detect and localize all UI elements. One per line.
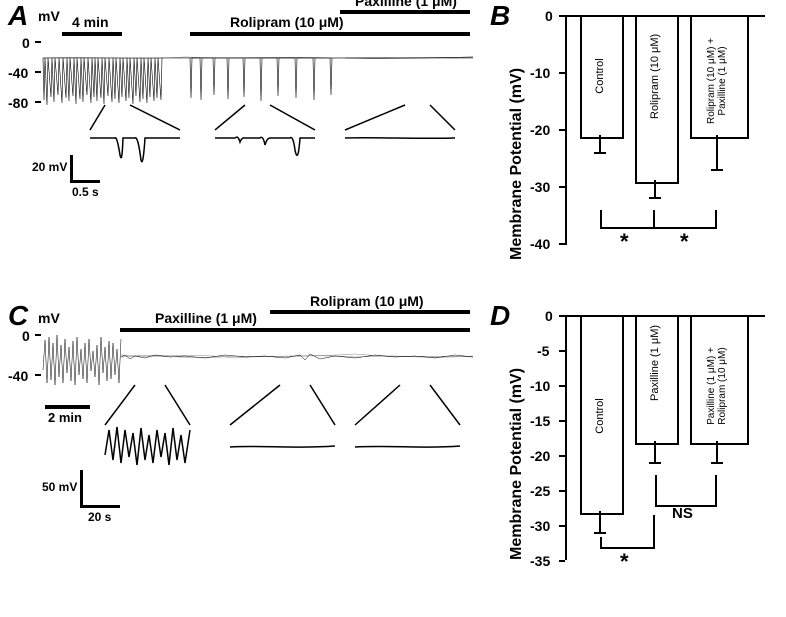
panel-a-rolipram-label: Rolipram (10 μM) [230, 14, 344, 30]
panel-a-paxilline-bar [340, 10, 470, 14]
panel-d-tick4: -20 [530, 448, 550, 464]
panel-b-bar-control-label: Control [594, 56, 606, 96]
panel-d-tick5: -25 [530, 483, 550, 499]
panel-a-inset-scale-h-label: 0.5 s [72, 185, 99, 199]
panel-a-inset-scale-h [70, 180, 100, 183]
panel-d-sig-star: * [620, 549, 629, 575]
panel-d-tick2: -10 [530, 378, 550, 394]
panel-d-chart: 0 -5 -10 -15 -20 -25 -30 -35 Control Pax… [540, 315, 775, 605]
panel-b-tick3: -30 [530, 179, 550, 195]
panel-a-inset-scale-v [70, 155, 73, 180]
panel-d-tick3: -15 [530, 413, 550, 429]
panel-a-rolipram-bar [190, 32, 470, 36]
panel-b-bar-rolipram-label: Rolipram (10 μM) [649, 79, 661, 119]
panel-a-time-scale-bar [62, 32, 122, 36]
panel-a-mv: mV [38, 8, 60, 24]
panel-b-sig1: * [620, 229, 629, 255]
panel-b-label: B [490, 0, 510, 32]
panel-c-trace [35, 315, 475, 515]
panel-c-rolipram-label: Rolipram (10 μM) [310, 293, 424, 309]
panel-a-tick1: -40 [8, 65, 28, 81]
panel-d-label: D [490, 300, 510, 332]
panel-d-tick6: -30 [530, 518, 550, 534]
panel-a-tick0: 0 [22, 35, 30, 51]
panel-d-sig-ns: NS [672, 505, 693, 522]
panel-c-time-scale-bar [45, 405, 90, 409]
panel-d-tick0: 0 [545, 308, 553, 324]
panel-c-inset-scale-v-label: 50 mV [42, 480, 77, 494]
panel-a-trace [35, 10, 475, 200]
panel-c-inset-scale-h [80, 505, 120, 508]
panel-c-inset-scale-v [80, 470, 83, 505]
panel-c-rolipram-bar [270, 310, 470, 314]
panel-a-time-scale-label: 4 min [72, 14, 109, 30]
panel-a-tick2: -80 [8, 95, 28, 111]
panel-c-tick1: -40 [8, 368, 28, 384]
panel-a-label: A [8, 0, 28, 32]
panel-c-mv: mV [38, 310, 60, 326]
panel-c-tick0: 0 [22, 328, 30, 344]
panel-a-inset-scale-v-label: 20 mV [32, 160, 67, 174]
panel-d-tick1: -5 [537, 343, 549, 359]
panel-b-sig2: * [680, 229, 689, 255]
panel-d-bar-control-label: Control [594, 396, 606, 436]
panel-c-paxilline-label: Paxilline (1 μM) [155, 310, 257, 326]
panel-d-tick7: -35 [530, 553, 550, 569]
panel-b-ytitle: Membrane Potential (mV) [508, 68, 526, 260]
panel-b-tick2: -20 [530, 122, 550, 138]
panel-a-paxilline-label: Paxilline (1 μM) [355, 0, 457, 9]
panel-b-tick4: -40 [530, 236, 550, 252]
panel-d-ytitle: Membrane Potential (mV) [508, 368, 526, 560]
panel-c-time-scale-label: 2 min [48, 410, 82, 425]
panel-c-inset-scale-h-label: 20 s [88, 510, 111, 524]
panel-c-paxilline-bar [120, 328, 470, 332]
panel-d-bar-combo-label: Paxilline (1 μM) +Rolipram (10 μM) [706, 341, 728, 431]
panel-d-bar-paxilline-label: Paxilline (1 μM) [649, 361, 661, 401]
panel-b-tick0: 0 [545, 8, 553, 24]
panel-b-chart: 0 -10 -20 -30 -40 Control Rolipram (10 μ… [540, 15, 775, 295]
panel-b-tick1: -10 [530, 65, 550, 81]
panel-b-bar-combo-label: Rolipram (10 μM) +Paxilline (1 μM) [706, 36, 728, 126]
